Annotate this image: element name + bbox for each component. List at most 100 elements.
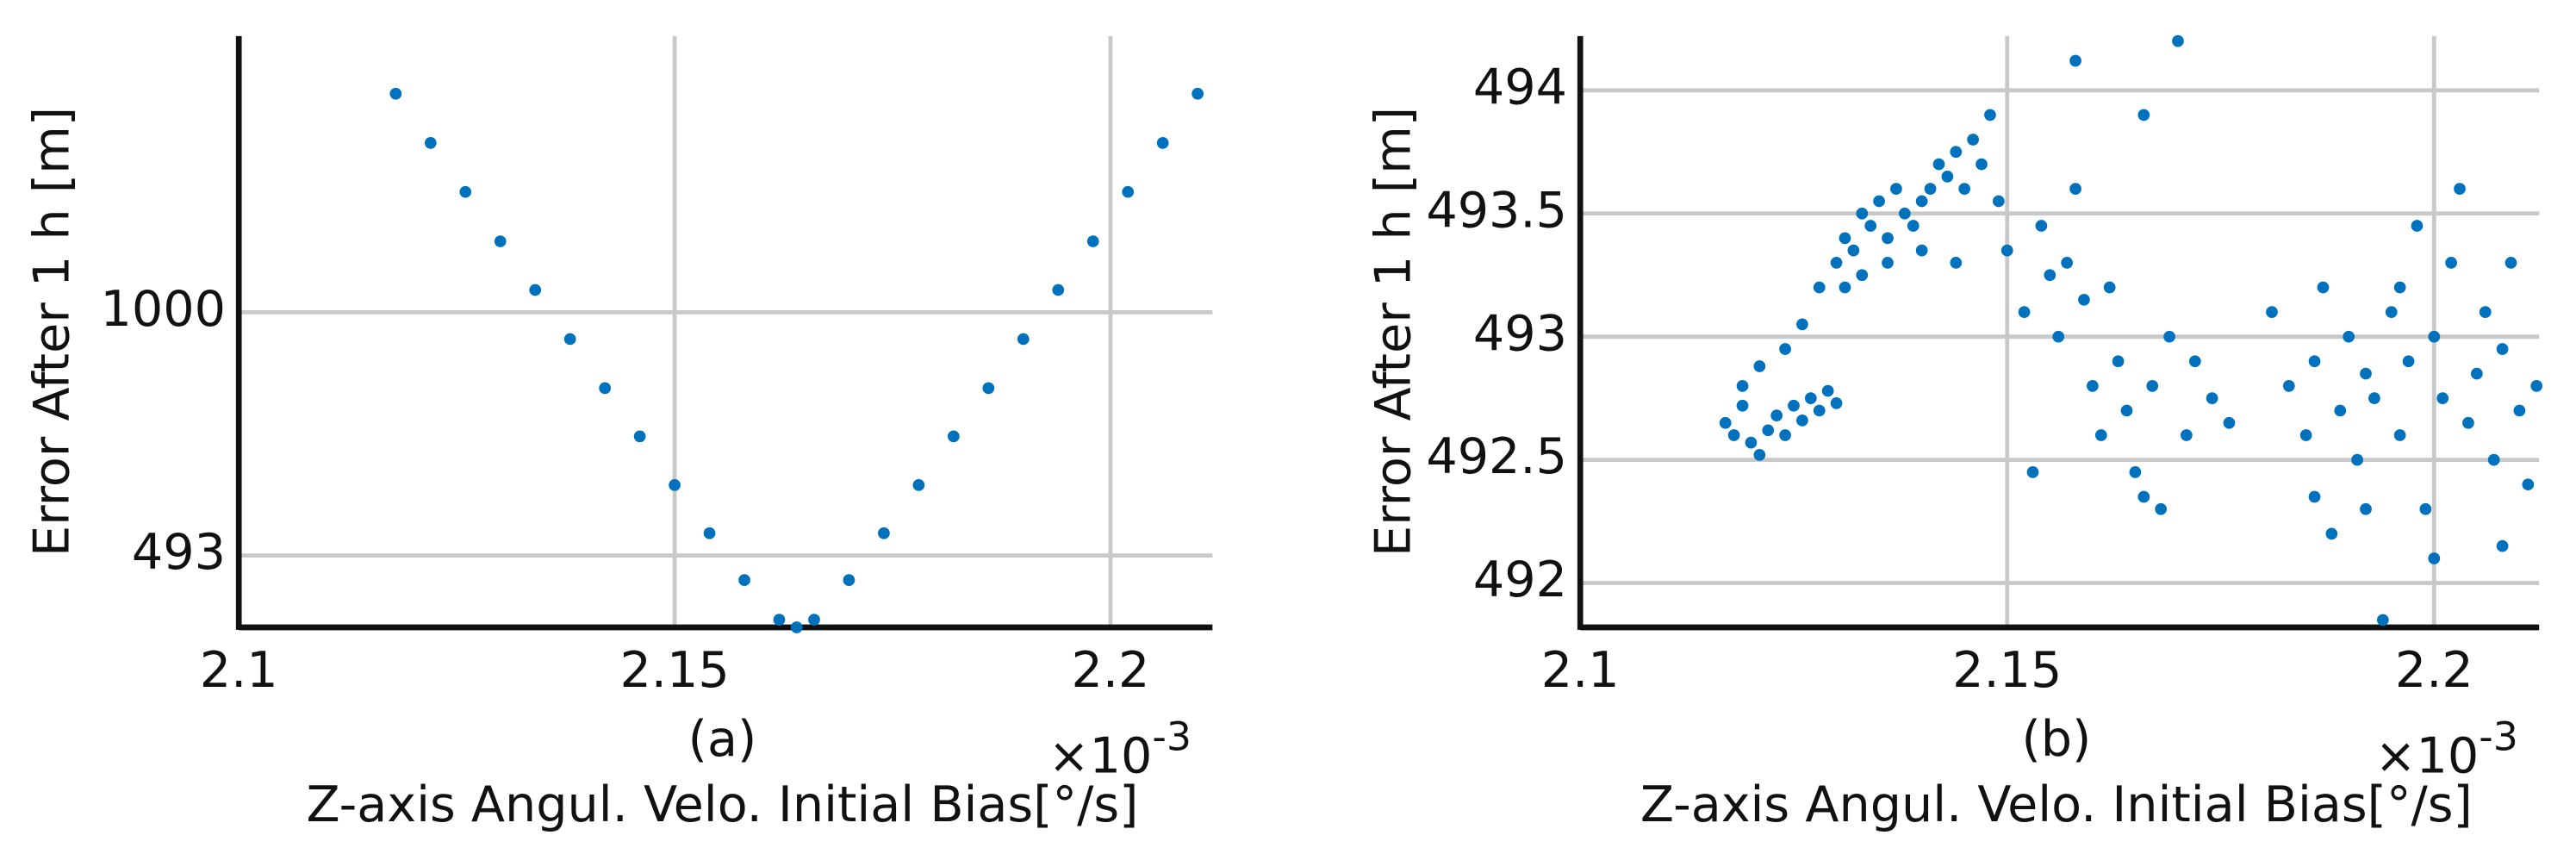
- point: [1813, 281, 1826, 294]
- point: [2188, 355, 2201, 368]
- point: [2428, 330, 2441, 343]
- point: [2496, 539, 2509, 552]
- point: [633, 430, 646, 443]
- point: [2137, 490, 2150, 503]
- point: [1915, 195, 1928, 208]
- point: [2129, 466, 2142, 478]
- point: [1745, 436, 1758, 449]
- point: [1856, 269, 1869, 282]
- point: [1813, 404, 1826, 417]
- point: [1864, 220, 1877, 232]
- y-tick-label: 492.5: [1426, 428, 1567, 485]
- point: [2137, 109, 2150, 122]
- point: [424, 137, 437, 149]
- point: [1122, 185, 1135, 198]
- point: [1156, 137, 1169, 149]
- y-tick-label: 1000: [100, 281, 225, 338]
- point: [2393, 429, 2406, 441]
- point: [1984, 109, 1996, 122]
- point: [2087, 379, 2099, 392]
- x-tick-label: 2.1: [200, 642, 278, 699]
- point: [2479, 306, 2492, 318]
- point: [2393, 281, 2406, 294]
- point: [1932, 158, 1945, 171]
- point: [1192, 87, 1204, 100]
- point: [2078, 293, 2090, 306]
- x-axis-label: Z-axis Angul. Velo. Initial Bias[°/s]: [1640, 776, 2473, 833]
- point: [2522, 478, 2535, 491]
- point: [2368, 392, 2380, 405]
- point: [2317, 281, 2330, 294]
- point: [912, 479, 925, 491]
- point: [563, 333, 576, 346]
- point: [2163, 330, 2175, 343]
- point: [2094, 429, 2107, 441]
- point: [1821, 384, 1834, 397]
- point: [1873, 195, 1885, 208]
- point: [790, 621, 803, 633]
- point: [2069, 183, 2081, 196]
- point: [2308, 355, 2321, 368]
- point: [1830, 257, 1843, 269]
- point: [1770, 409, 1783, 422]
- point: [2172, 34, 2184, 47]
- point: [1052, 284, 1065, 296]
- point: [2000, 244, 2013, 257]
- point: [2308, 490, 2321, 503]
- point: [2351, 453, 2363, 466]
- point: [1967, 134, 1979, 146]
- point: [1736, 399, 1749, 412]
- point: [2103, 281, 2116, 294]
- point: [2530, 379, 2543, 392]
- point: [1882, 232, 1894, 245]
- point: [2385, 306, 2398, 318]
- x-multiplier: ×10-3: [2375, 714, 2518, 784]
- point: [2206, 392, 2218, 405]
- point: [1898, 207, 1911, 220]
- point: [1719, 416, 1732, 429]
- point: [1950, 146, 1963, 159]
- point: [2044, 269, 2056, 282]
- point: [2052, 330, 2065, 343]
- multiplier-base: ×10: [2375, 727, 2480, 784]
- point: [738, 574, 750, 586]
- point: [1976, 158, 1988, 171]
- point: [1804, 392, 1817, 405]
- point: [2360, 367, 2372, 380]
- point: [2026, 466, 2039, 478]
- point: [2112, 355, 2125, 368]
- point: [1779, 343, 1791, 355]
- y-tick-label: 492: [1473, 552, 1567, 608]
- point: [529, 284, 542, 296]
- point: [1992, 195, 2005, 208]
- point: [1727, 429, 1740, 441]
- point: [2069, 54, 2081, 67]
- point: [1779, 429, 1791, 441]
- point: [1915, 244, 1928, 257]
- panel-label: (a): [688, 711, 757, 768]
- multiplier-base: ×10: [1048, 727, 1153, 784]
- point: [1856, 207, 1869, 220]
- point: [2343, 330, 2355, 343]
- point: [2436, 392, 2449, 405]
- point: [1882, 257, 1894, 269]
- point: [1086, 235, 1099, 247]
- multiplier-exp: -3: [2479, 714, 2518, 759]
- x-multiplier: ×10-3: [1048, 714, 1192, 784]
- y-tick-label: 493: [1473, 305, 1567, 362]
- point: [669, 479, 681, 491]
- panel: 2.1 2.15 2.2 493 1000 Error After 1 h [m] (a) ×…: [23, 35, 1213, 833]
- point: [2325, 527, 2338, 540]
- point: [878, 527, 890, 539]
- x-tick-label: 2.2: [1072, 642, 1150, 699]
- panel: 2.1 2.15 2.2 492 492.5 493 493.5 494 Error After…: [1365, 34, 2543, 833]
- point: [1907, 220, 1920, 232]
- point: [1736, 379, 1749, 392]
- y-tick-label: 493.5: [1426, 182, 1567, 239]
- point: [2018, 306, 2031, 318]
- point: [2428, 552, 2441, 564]
- point: [599, 382, 612, 395]
- point: [2181, 429, 2193, 441]
